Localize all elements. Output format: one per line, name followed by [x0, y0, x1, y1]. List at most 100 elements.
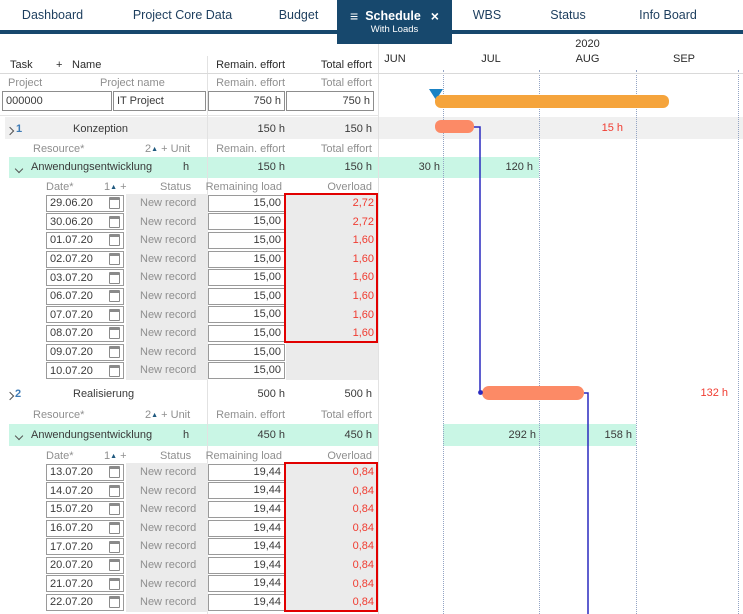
resource1-name[interactable]: Anwendungsentwicklung: [31, 161, 153, 173]
calendar-icon[interactable]: [109, 271, 120, 284]
calendar-icon[interactable]: [109, 364, 120, 377]
date-field[interactable]: 17.07.20: [46, 538, 124, 556]
date-field[interactable]: 13.07.20: [46, 463, 124, 481]
day-row: 07.07.20 New record 15,00 1,60: [0, 305, 379, 325]
overload-cell: 0,84: [286, 537, 378, 556]
remaining-load-field[interactable]: 15,00: [208, 362, 285, 380]
overload-header1: Overload: [327, 181, 372, 193]
calendar-icon[interactable]: [109, 596, 120, 609]
remaining-load-header1: Remaining load: [205, 181, 282, 193]
calendar-icon[interactable]: [109, 466, 120, 479]
calendar-icon[interactable]: [109, 253, 120, 266]
date-field[interactable]: 08.07.20: [46, 324, 124, 342]
add-date-icon[interactable]: +: [120, 181, 127, 193]
remaining-load-field[interactable]: 15,00: [208, 343, 285, 361]
date-field[interactable]: 14.07.20: [46, 482, 124, 500]
remaining-load-field[interactable]: 15,00: [208, 213, 285, 231]
date-field[interactable]: 02.07.20: [46, 250, 124, 268]
project-name-field[interactable]: IT Project: [113, 91, 206, 111]
date-field[interactable]: 01.07.20: [46, 231, 124, 249]
date-field[interactable]: 06.07.20: [46, 287, 124, 305]
date-field[interactable]: 07.07.20: [46, 306, 124, 324]
tab-status[interactable]: Status: [550, 8, 586, 22]
task2-name[interactable]: Realisierung: [73, 388, 135, 400]
col-header-remain-effort[interactable]: Remain. effort: [216, 59, 285, 71]
calendar-icon[interactable]: [109, 559, 120, 572]
calendar-icon[interactable]: [109, 577, 120, 590]
tab-budget[interactable]: Budget: [278, 8, 319, 22]
day-row: 01.07.20 New record 15,00 1,60: [0, 231, 379, 250]
calendar-icon[interactable]: [109, 540, 120, 553]
date-field[interactable]: 10.07.20: [46, 362, 124, 380]
date-field[interactable]: 30.06.20: [46, 213, 124, 231]
calendar-icon[interactable]: [109, 234, 120, 247]
remaining-load-field[interactable]: 15,00: [208, 324, 285, 342]
date-field[interactable]: 29.06.20: [46, 194, 124, 212]
resource1-unit: h: [183, 161, 190, 173]
remaining-load-field[interactable]: 19,44: [208, 482, 285, 500]
calendar-icon[interactable]: [109, 215, 120, 228]
remaining-load-field[interactable]: 15,00: [208, 306, 285, 324]
tab-project-core-data[interactable]: Project Core Data: [132, 8, 233, 22]
add-resource-icon[interactable]: +: [161, 409, 168, 421]
col-header-name[interactable]: Name: [72, 59, 102, 71]
col-header-task[interactable]: Task: [10, 59, 33, 71]
remaining-load-field[interactable]: 19,44: [208, 519, 285, 537]
resource2-sort-control[interactable]: 2▲ + Unit: [145, 409, 190, 421]
calendar-icon[interactable]: [109, 197, 120, 210]
project-summary-bar[interactable]: [435, 95, 669, 108]
remaining-load-field[interactable]: 19,44: [208, 538, 285, 556]
date-header2-sort-control[interactable]: 1▲ +: [104, 450, 127, 462]
resource1-sort-control[interactable]: 2▲ + Unit: [145, 143, 190, 155]
add-resource-icon[interactable]: +: [161, 143, 168, 155]
remaining-load-field[interactable]: 15,00: [208, 287, 285, 305]
add-date-icon[interactable]: +: [120, 450, 127, 462]
task2-gantt-bar[interactable]: [482, 386, 584, 400]
task1-gantt-bar[interactable]: [435, 120, 474, 133]
remaining-load-field[interactable]: 19,44: [208, 463, 285, 481]
day-row: 17.07.20 New record 19,44 0,84: [0, 537, 379, 556]
tab-schedule[interactable]: ≡ Schedule × With Loads: [337, 0, 452, 44]
calendar-icon[interactable]: [109, 308, 120, 321]
collapse-resource2-icon[interactable]: [14, 430, 24, 442]
expand-task2-icon[interactable]: [5, 390, 15, 402]
collapse-resource1-icon[interactable]: [14, 163, 24, 175]
remaining-load-field[interactable]: 15,00: [208, 250, 285, 268]
date-field[interactable]: 21.07.20: [46, 575, 124, 593]
calendar-icon[interactable]: [109, 346, 120, 359]
tab-info-board[interactable]: Info Board: [639, 8, 697, 22]
add-column-icon[interactable]: +: [56, 59, 63, 71]
task1-name[interactable]: Konzeption: [73, 123, 129, 135]
remaining-load-field[interactable]: 19,44: [208, 593, 285, 611]
menu-icon[interactable]: ≡: [350, 8, 359, 24]
date-field[interactable]: 22.07.20: [46, 593, 124, 611]
remaining-load-field[interactable]: 19,44: [208, 575, 285, 593]
remaining-load-field[interactable]: 19,44: [208, 500, 285, 518]
project-remain-effort-field[interactable]: 750 h: [208, 91, 285, 111]
remaining-load-field[interactable]: 15,00: [208, 231, 285, 249]
project-total-effort-field[interactable]: 750 h: [286, 91, 374, 111]
calendar-icon[interactable]: [109, 290, 120, 303]
col-header-total-effort[interactable]: Total effort: [320, 59, 372, 71]
calendar-icon[interactable]: [109, 522, 120, 535]
remaining-load-field[interactable]: 19,44: [208, 556, 285, 574]
date-field[interactable]: 09.07.20: [46, 343, 124, 361]
expand-task1-icon[interactable]: [5, 125, 15, 137]
date-value: 16.07.20: [50, 522, 93, 535]
tab-wbs[interactable]: WBS: [472, 8, 502, 22]
calendar-icon[interactable]: [109, 327, 120, 340]
close-icon[interactable]: ×: [430, 8, 439, 24]
date-field[interactable]: 16.07.20: [46, 519, 124, 537]
project-id-field[interactable]: 000000: [2, 91, 112, 111]
date-field[interactable]: 15.07.20: [46, 500, 124, 518]
remaining-load-field[interactable]: 15,00: [208, 194, 285, 212]
resource2-name[interactable]: Anwendungsentwicklung: [31, 429, 153, 441]
task2-remain-effort: 500 h: [257, 388, 285, 400]
date-field[interactable]: 20.07.20: [46, 556, 124, 574]
calendar-icon[interactable]: [109, 503, 120, 516]
calendar-icon[interactable]: [109, 484, 120, 497]
date-header1-sort-control[interactable]: 1▲ +: [104, 181, 127, 193]
tab-dashboard[interactable]: Dashboard: [21, 8, 84, 22]
remaining-load-field[interactable]: 15,00: [208, 269, 285, 287]
date-field[interactable]: 03.07.20: [46, 269, 124, 287]
